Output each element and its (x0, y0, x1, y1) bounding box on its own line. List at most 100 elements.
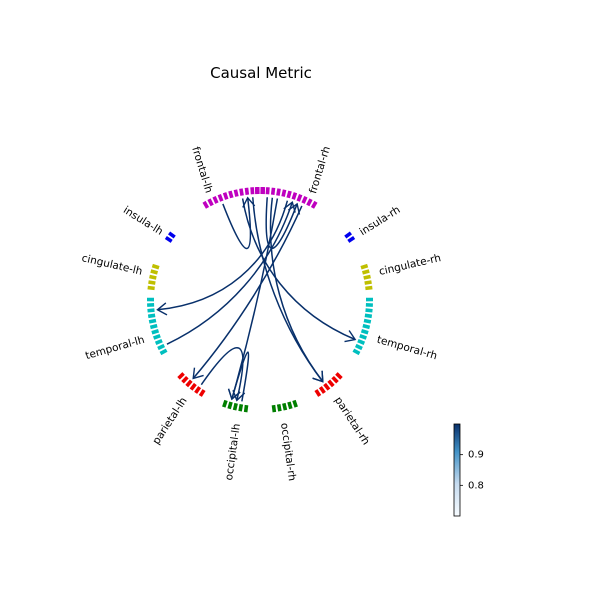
node-label-frontal-rh: frontal-rh (307, 145, 333, 195)
node-segment-frontal-rh (291, 192, 298, 200)
node-label-frontal-lh: frontal-lh (189, 145, 214, 194)
node-segment-frontal-lh (228, 190, 234, 199)
node-segment-occipital-lh (227, 401, 233, 410)
colorbar-tick-label: 0.8 (468, 480, 484, 491)
node-segment-temporal-lh (153, 334, 161, 340)
node-segment-temporal-rh (359, 334, 367, 340)
connection-arrowhead (312, 370, 324, 383)
connection-arrowhead (287, 202, 301, 215)
node-label-cingulate-rh: cingulate-rh (378, 252, 442, 278)
node-segment-insula-rh (344, 231, 352, 239)
node-segment-temporal-rh (363, 318, 372, 324)
node-segment-cingulate-lh (148, 280, 156, 285)
node-label-parietal-lh: parietal-lh (150, 395, 189, 447)
node-segment-insula-lh (164, 236, 173, 243)
node-segment-frontal-lh (239, 188, 244, 196)
node-label-occipital-rh: occipital-rh (278, 422, 298, 482)
node-segment-parietal-rh (318, 386, 326, 394)
node-segment-cingulate-rh (365, 285, 373, 291)
node-segment-cingulate-rh (363, 274, 371, 280)
node-segment-parietal-rh (314, 389, 322, 397)
node-segment-parietal-rh (327, 379, 335, 388)
node-segment-occipital-rh (271, 404, 277, 413)
node-label-insula-lh: insula-lh (121, 204, 165, 238)
node-segment-temporal-lh (157, 343, 166, 351)
node-segment-temporal-rh (364, 313, 373, 319)
node-segment-frontal-lh (202, 200, 210, 209)
node-segment-parietal-rh (331, 375, 339, 384)
connection-edge (222, 197, 252, 250)
node-segment-cingulate-rh (361, 269, 370, 275)
node-segment-cingulate-lh (151, 263, 160, 270)
node-segment-temporal-rh (352, 348, 361, 356)
connection-edge (192, 205, 303, 379)
node-segment-frontal-lh (212, 196, 219, 204)
node-segment-temporal-rh (354, 343, 363, 351)
node-segment-parietal-lh (181, 375, 189, 384)
node-segment-frontal-lh (233, 189, 239, 197)
node-segment-cingulate-rh (360, 263, 369, 270)
connection-edges (156, 196, 357, 402)
node-segment-cingulate-lh (149, 274, 157, 280)
node-segment-frontal-rh (276, 188, 281, 196)
node-segment-parietal-lh (185, 379, 193, 388)
node-segment-temporal-lh (147, 313, 156, 319)
connection-arrowhead (232, 389, 246, 402)
node-label-parietal-rh: parietal-rh (332, 395, 372, 448)
node-segment-temporal-lh (147, 308, 155, 313)
node-segment-parietal-rh (335, 372, 343, 380)
node-segment-occipital-rh (276, 404, 282, 412)
node-label-cingulate-lh: cingulate-lh (80, 252, 143, 278)
node-segment-frontal-rh (306, 198, 313, 207)
node-segments (146, 186, 374, 413)
node-segment-occipital-rh (292, 399, 298, 408)
connection-arrowhead (227, 388, 241, 401)
node-segment-temporal-lh (159, 348, 168, 356)
node-segment-temporal-lh (149, 323, 158, 330)
node-segment-temporal-rh (360, 329, 369, 335)
node-segment-occipital-lh (222, 399, 228, 408)
node-segment-insula-rh (347, 236, 356, 243)
node-label-temporal-rh: temporal-rh (375, 334, 438, 363)
node-segment-parietal-lh (198, 389, 206, 397)
node-segment-parietal-lh (194, 386, 202, 394)
connection-arrowhead (192, 367, 204, 380)
node-segment-frontal-lh (222, 192, 229, 200)
node-segment-insula-lh (168, 231, 176, 239)
node-segment-frontal-rh (281, 189, 287, 197)
node-segment-cingulate-lh (150, 269, 159, 275)
connection-edge (241, 198, 356, 341)
node-segment-temporal-rh (362, 323, 371, 330)
connection-edge (166, 201, 294, 345)
connection-edge (231, 351, 250, 402)
node-segment-occipital-lh (243, 404, 249, 413)
node-segment-temporal-rh (357, 338, 366, 345)
colorbar-ticks: 0.9 0.8 (460, 450, 484, 491)
connection-edge (157, 200, 289, 311)
node-segment-frontal-rh (301, 196, 308, 204)
node-segment-temporal-rh (365, 308, 373, 313)
node-segment-occipital-lh (238, 404, 244, 412)
node-segment-parietal-rh (323, 382, 331, 391)
connection-arrowhead (344, 330, 357, 343)
node-label-insula-rh: insula-rh (357, 204, 402, 238)
node-segment-frontal-lh (244, 187, 250, 195)
connection-arrowhead (156, 302, 168, 316)
connection-arrowhead (283, 200, 296, 213)
node-segment-occipital-rh (287, 401, 293, 410)
node-segment-frontal-rh (286, 190, 292, 199)
node-segment-parietal-lh (177, 372, 185, 380)
colorbar: 0.9 0.8 (453, 423, 484, 517)
node-segment-parietal-lh (189, 382, 197, 391)
node-segment-frontal-lh (217, 193, 224, 202)
node-segment-frontal-rh (270, 187, 276, 195)
node-segment-frontal-lh (207, 198, 214, 207)
node-segment-frontal-rh (296, 193, 303, 202)
node-label-occipital-lh: occipital-lh (223, 423, 243, 481)
connection-edge (200, 347, 244, 401)
colorbar-gradient (453, 423, 461, 517)
node-segment-cingulate-rh (364, 280, 372, 285)
connection-edge (269, 197, 324, 383)
node-segment-occipital-lh (232, 402, 238, 411)
